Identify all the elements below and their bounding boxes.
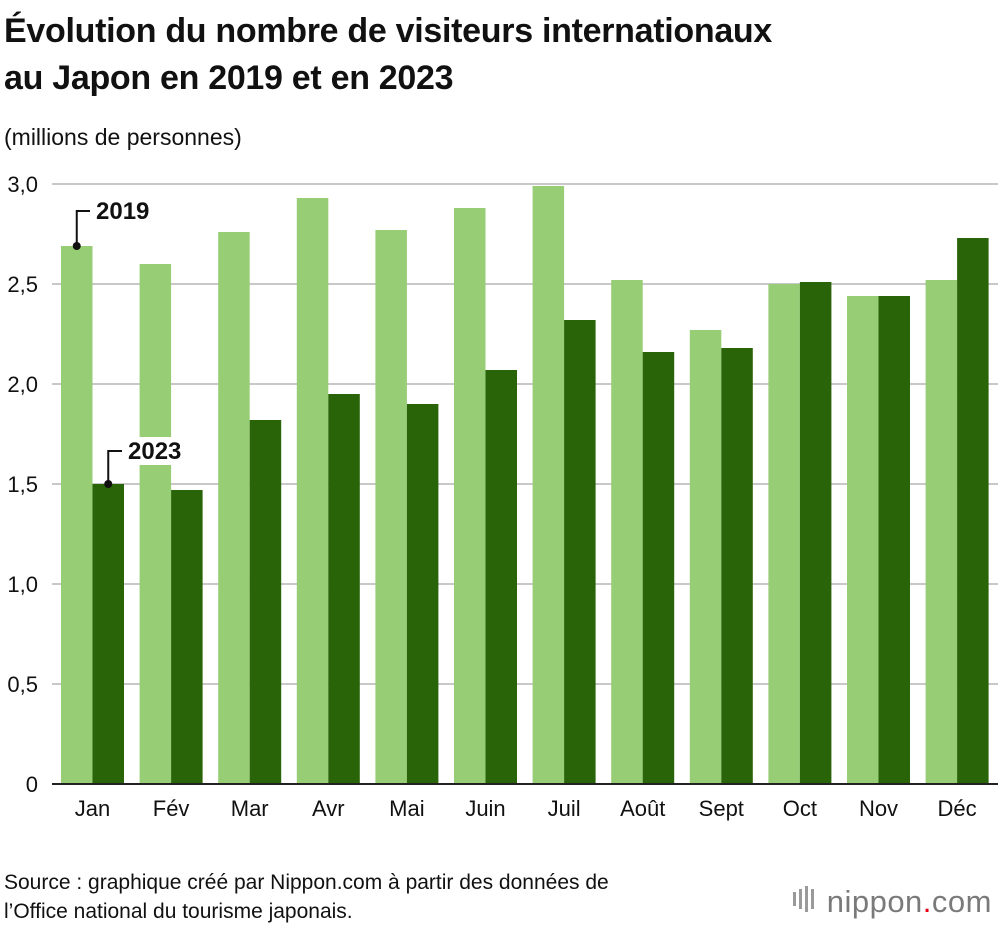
series-2019-leader-line xyxy=(75,210,90,246)
x-tick-label: Juin xyxy=(465,796,505,821)
bar-2019-mai xyxy=(375,230,407,784)
bar-2023-nov xyxy=(878,296,910,784)
y-tick-label: 2,0 xyxy=(7,372,38,397)
bar-2019-août xyxy=(611,280,643,784)
series-2019-label: 2019 xyxy=(96,198,149,225)
title-line-2: au Japon en 2019 et en 2023 xyxy=(4,59,454,97)
logo-name: nippon xyxy=(826,884,923,919)
y-tick-label: 1,5 xyxy=(7,472,38,497)
x-tick-label: Juil xyxy=(548,796,581,821)
series-2023-leader-line xyxy=(107,450,122,484)
bar-2023-juin xyxy=(485,370,517,784)
x-tick-label: Avr xyxy=(312,796,345,821)
x-tick-label: Oct xyxy=(783,796,817,821)
bar-2019-juin xyxy=(454,208,486,784)
x-tick-label: Déc xyxy=(938,796,977,821)
x-tick-label: Fév xyxy=(153,796,190,821)
series-2019-marker xyxy=(72,242,81,250)
chart-title: Évolution du nombre de visiteurs interna… xyxy=(4,8,994,102)
source-line-2: l’Office national du tourisme japonais. xyxy=(4,900,353,923)
x-tick-label: Jan xyxy=(75,796,110,821)
y-tick-label: 1,0 xyxy=(7,572,38,597)
bar-2019-fév xyxy=(139,264,172,784)
bar-2023-août xyxy=(642,352,675,784)
x-tick-label: Nov xyxy=(859,796,898,821)
bar-2023-jan xyxy=(92,484,124,784)
bar-2023-sept xyxy=(721,348,753,784)
y-tick-label: 0 xyxy=(26,772,38,797)
logo-dot: . xyxy=(922,884,932,919)
y-tick-label: 3,0 xyxy=(7,172,38,197)
bar-2023-déc xyxy=(957,238,989,784)
series-2023-label: 2023 xyxy=(128,438,181,465)
source-note: Source : graphique créé par Nippon.com à… xyxy=(4,868,609,926)
bar-2023-mai xyxy=(406,404,439,784)
logo-suffix: com xyxy=(931,884,992,919)
source-line-1: Source : graphique créé par Nippon.com à… xyxy=(4,871,609,894)
y-tick-label: 2,5 xyxy=(7,272,38,297)
bar-2023-avr xyxy=(328,394,360,784)
bar-2023-juil xyxy=(564,320,596,784)
x-tick-label: Mai xyxy=(389,796,424,821)
bar-chart: 0 0,5 1,0 1,5 2,0 2,5 3,0 Jan Fév Mar Avr Mai Juin Ju… xyxy=(7,172,998,821)
bar-2023-oct xyxy=(799,282,832,784)
bar-2019-sept xyxy=(689,330,722,784)
bar-2019-nov xyxy=(847,296,879,784)
series-2023-label-bg xyxy=(123,437,187,465)
bar-2019-mar xyxy=(218,232,250,784)
x-tick-label: Août xyxy=(620,796,665,821)
bar-2019-jan xyxy=(61,246,93,784)
x-tick-label: Sept xyxy=(699,796,744,821)
y-tick-label: 0,5 xyxy=(7,672,38,697)
bar-2019-déc xyxy=(925,280,958,784)
bar-2019-avr xyxy=(296,198,329,784)
bar-2019-oct xyxy=(768,284,800,784)
bar-2023-mar xyxy=(249,420,282,784)
series-2023-marker xyxy=(104,480,113,488)
title-line-1: Évolution du nombre de visiteurs interna… xyxy=(4,12,773,50)
series-2019-label-bg xyxy=(91,197,155,225)
nippon-logo: nippon. com xyxy=(792,884,992,920)
x-tick-label: Mar xyxy=(231,796,269,821)
bar-2023-fév xyxy=(171,490,203,784)
y-axis-unit-label: (millions de personnes) xyxy=(4,124,242,150)
logo-bars-icon xyxy=(792,884,819,920)
bar-2019-juil xyxy=(532,186,565,784)
